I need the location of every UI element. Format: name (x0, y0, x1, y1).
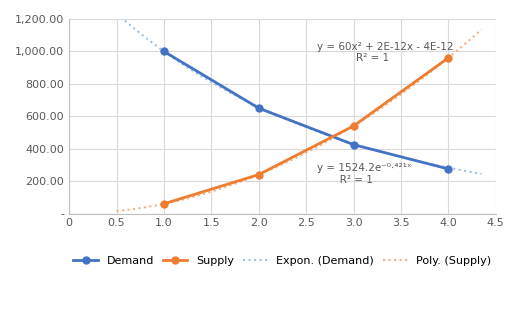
Text: y = 1524.2e⁻⁰⋅⁴²¹ˣ
       R² = 1: y = 1524.2e⁻⁰⋅⁴²¹ˣ R² = 1 (317, 163, 412, 185)
Text: y = 60x² + 2E-12x - 4E-12
            R² = 1: y = 60x² + 2E-12x - 4E-12 R² = 1 (317, 42, 454, 63)
Legend: Demand, Supply, Expon. (Demand), Poly. (Supply): Demand, Supply, Expon. (Demand), Poly. (… (69, 251, 496, 270)
